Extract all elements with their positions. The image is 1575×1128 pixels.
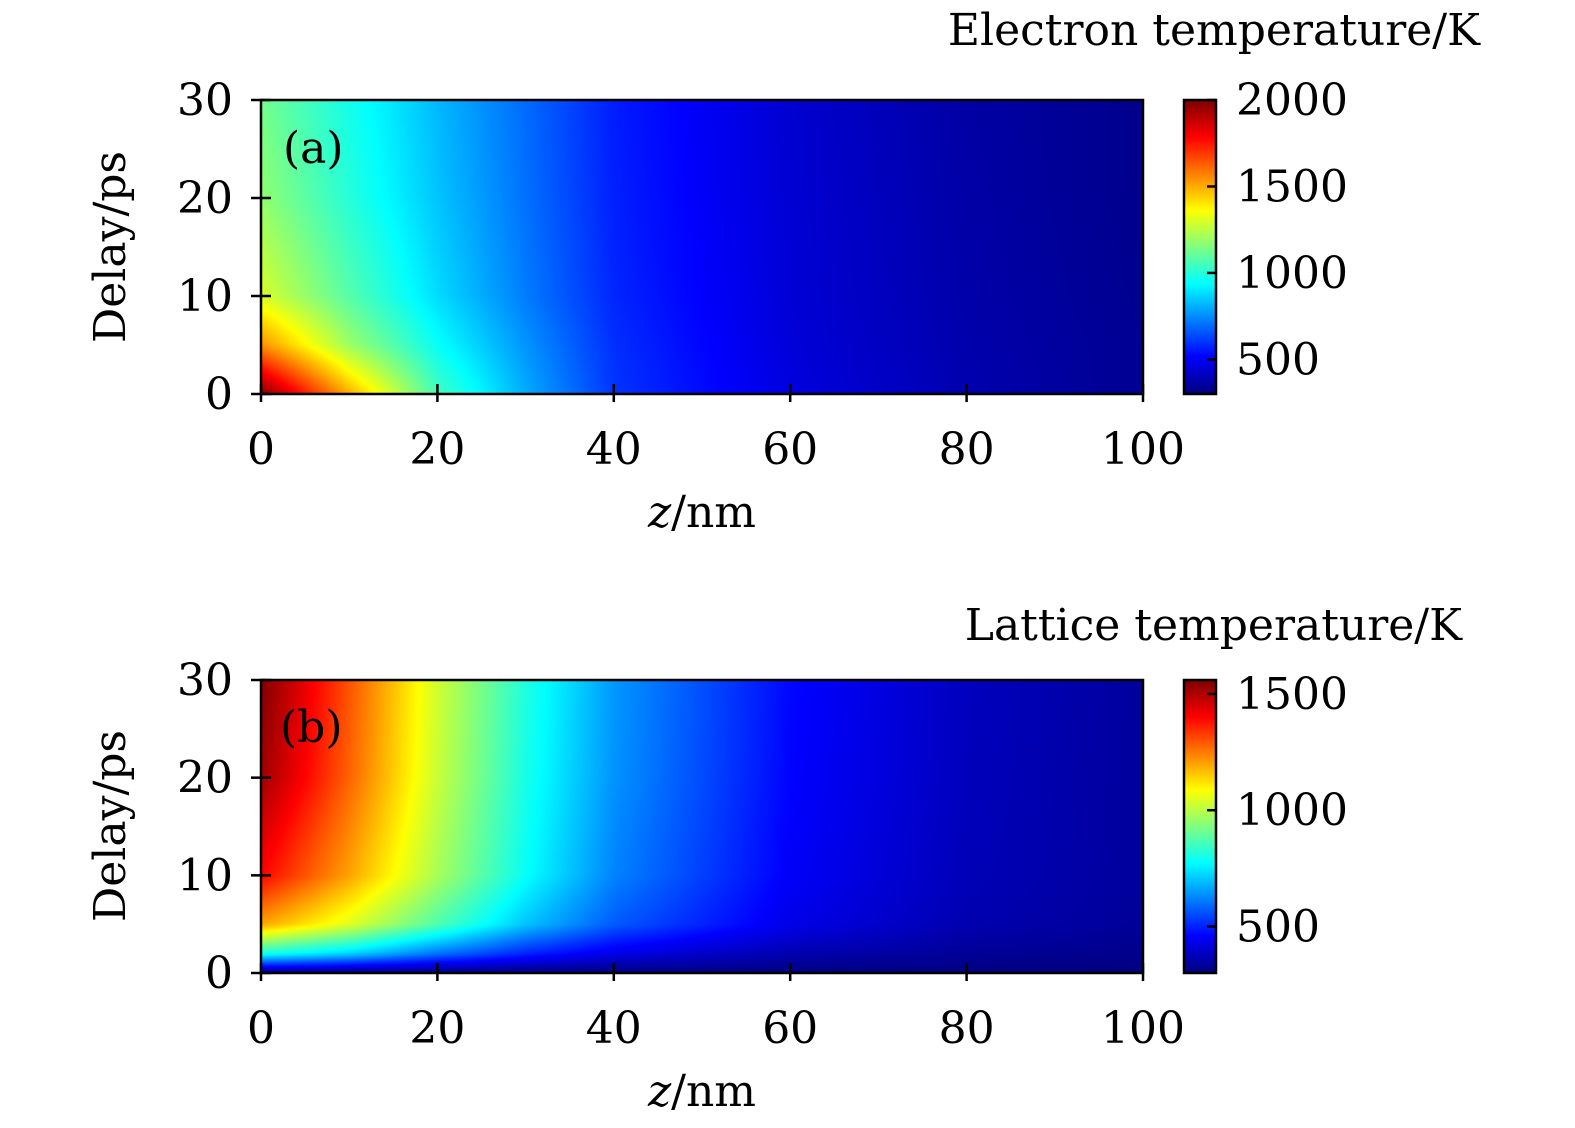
x-axis-b: 0 20 40 60 80 100: [247, 963, 1185, 1054]
panel-b: Lattice temperature/K (b) 0 20 40 60 80 100 0…: [85, 600, 1463, 1117]
x-axis-var-a: z: [647, 487, 672, 538]
x-axis-title-b: z/nm: [647, 1066, 756, 1117]
x-axis-var-b: z: [647, 1066, 672, 1117]
colorbar-ticks-b: 500 1000 1500: [1207, 669, 1348, 952]
y-axis-title-a: Delay/ps: [85, 151, 136, 343]
x-axis-a: 0 20 40 60 80 100: [247, 384, 1185, 475]
y-tick-label: 10: [177, 850, 233, 901]
x-tick-label: 80: [939, 424, 995, 475]
x-tick-label: 40: [586, 1003, 642, 1054]
plot-frame-b: [259, 678, 1145, 975]
y-tick-label: 20: [177, 173, 233, 224]
y-tick-label: 0: [205, 369, 233, 420]
colorbar-frame-a: [1182, 98, 1218, 396]
x-tick-label: 0: [247, 1003, 275, 1054]
x-tick-label: 60: [762, 1003, 818, 1054]
y-axis-a: 0 10 20 30: [177, 75, 271, 420]
x-tick-label: 20: [409, 1003, 465, 1054]
colorbar-a: [1184, 100, 1216, 394]
y-tick-label: 20: [177, 753, 233, 804]
colorbar-title-b: Lattice temperature/K: [965, 600, 1463, 651]
x-tick-label: 40: [586, 424, 642, 475]
y-axis-b: 0 10 20 30: [177, 655, 271, 999]
x-tick-label: 100: [1101, 1003, 1185, 1054]
y-tick-label: 30: [177, 655, 233, 706]
heatmap-image-a: [261, 100, 1143, 394]
y-tick-label: 30: [177, 75, 233, 126]
heatmap-image-b: [261, 680, 1143, 973]
colorbar-tick-label: 1500: [1236, 161, 1348, 212]
panel-a: Electron temperature/K (a) 0 20 40 60 80 100 …: [85, 5, 1481, 538]
colorbar-tick-label: 1000: [1236, 248, 1348, 299]
colorbar-tick-label: 1500: [1236, 669, 1348, 720]
colorbar-tick-label: 500: [1236, 901, 1320, 952]
x-axis-title-a: z/nm: [647, 487, 756, 538]
panel-label-a: (a): [283, 123, 344, 174]
colorbar-tick-label: 2000: [1236, 75, 1348, 126]
x-tick-label: 60: [762, 424, 818, 475]
x-axis-unit-a: /nm: [671, 487, 756, 538]
colorbar-ticks-a: 500 1000 1500 2000: [1207, 75, 1348, 385]
x-tick-label: 0: [247, 424, 275, 475]
panel-label-b: (b): [280, 702, 343, 753]
x-tick-label: 20: [409, 424, 465, 475]
colorbar-title-a: Electron temperature/K: [948, 5, 1481, 56]
y-axis-title-b: Delay/ps: [85, 730, 136, 922]
x-tick-label: 80: [939, 1003, 995, 1054]
x-tick-label: 100: [1101, 424, 1185, 475]
y-tick-label: 0: [205, 948, 233, 999]
colorbar-b: [1184, 680, 1216, 973]
colorbar-tick-label: 500: [1236, 334, 1320, 385]
y-tick-label: 10: [177, 271, 233, 322]
colorbar-tick-label: 1000: [1236, 785, 1348, 836]
colorbar-frame-b: [1182, 678, 1218, 975]
plot-frame-a: [259, 98, 1145, 396]
x-axis-unit-b: /nm: [671, 1066, 756, 1117]
